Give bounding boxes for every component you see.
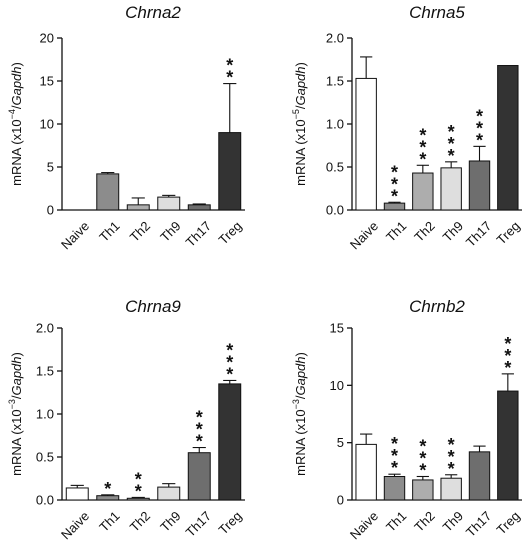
- y-tick-label: 2.0: [326, 31, 344, 46]
- bar-treg: [497, 65, 519, 211]
- bar-th2: [126, 204, 150, 211]
- x-tick-label: Treg: [215, 508, 244, 537]
- bar-th1: [96, 173, 120, 211]
- bar-treg: [218, 383, 242, 501]
- significance-marker: * *: [135, 469, 142, 501]
- y-tick-label: 5: [337, 435, 344, 450]
- y-tick-label: 0.5: [326, 160, 344, 175]
- bar-th9: [157, 196, 181, 211]
- y-tick-label: 0: [47, 203, 54, 218]
- x-tick-label: Th17: [183, 218, 215, 250]
- panel-title: Chrna2: [125, 3, 181, 22]
- x-tick-label: Th9: [157, 508, 183, 534]
- y-tick-label: 1.5: [36, 364, 54, 379]
- y-tick-label: 1.0: [36, 407, 54, 422]
- x-tick-label: Naive: [347, 218, 381, 252]
- significance-marker: * * *: [448, 122, 455, 166]
- y-tick-label: 15: [330, 321, 344, 336]
- significance-marker: * * *: [226, 340, 233, 384]
- y-tick-label: 0.0: [36, 493, 54, 508]
- bar-treg: [497, 390, 519, 501]
- bar-th9: [157, 486, 181, 501]
- chart-panel-chrna5: Chrna5 mRNA (x10−5/Gapdh) 0.0 0.5 1.0 1.5 2.0 N…: [291, 3, 522, 252]
- chart-panel-chrna9: Chrna9 mRNA (x10−3/Gapdh) 0.0 0.5 1.0 1.5 2.0 N…: [7, 297, 245, 542]
- x-tick-label: Th2: [411, 508, 437, 534]
- bar-th17: [468, 160, 491, 211]
- significance-marker: * * *: [391, 162, 398, 206]
- x-tick-label: Treg: [494, 508, 523, 537]
- bar-th1: [383, 475, 406, 501]
- y-tick-label: 0: [337, 493, 344, 508]
- x-tick-label: Th2: [411, 218, 437, 244]
- x-tick-label: Th17: [183, 508, 215, 540]
- x-tick-label: Th17: [463, 508, 495, 540]
- y-tick-label: 0.5: [36, 450, 54, 465]
- y-tick-label: 10: [40, 117, 54, 132]
- bar-naive: [355, 77, 377, 211]
- panel-title: Chrna9: [125, 297, 181, 316]
- significance-marker: * * *: [419, 125, 426, 169]
- bar-th9: [440, 167, 462, 211]
- x-tick-label: Naive: [347, 508, 381, 542]
- x-tick-label: Th2: [127, 218, 153, 244]
- significance-marker: * *: [226, 56, 233, 88]
- x-tick-label: Th1: [96, 508, 122, 534]
- significance-marker: * * *: [448, 435, 455, 479]
- significance-marker: * * *: [391, 434, 398, 478]
- x-tick-label: Th9: [157, 218, 183, 244]
- y-tick-label: 10: [330, 378, 344, 393]
- x-tick-label: Th1: [383, 508, 409, 534]
- x-tick-label: Treg: [215, 218, 244, 247]
- y-tick-label: 0.0: [326, 203, 344, 218]
- bar-th2: [412, 172, 434, 211]
- y-tick-label: 15: [40, 74, 54, 89]
- significance-marker: * * *: [476, 106, 483, 150]
- x-tick-label: Treg: [494, 218, 523, 247]
- x-tick-label: Th1: [96, 218, 122, 244]
- x-tick-label: Th9: [440, 508, 466, 534]
- bar-treg: [218, 132, 242, 211]
- bar-naive: [355, 443, 377, 501]
- bar-th17: [187, 204, 211, 211]
- chart-panel-chrnb2: Chrnb2 mRNA (x10−3/Gapdh) 0 5 10 15 Naive * * * Th…: [291, 297, 522, 542]
- significance-marker: * * *: [419, 436, 426, 480]
- bar-naive: [65, 487, 89, 501]
- bar-th2: [412, 479, 434, 501]
- bar-th17: [187, 452, 211, 501]
- significance-marker: * * *: [196, 408, 203, 452]
- y-tick-label: 1.0: [326, 117, 344, 132]
- y-tick-label: 5: [47, 160, 54, 175]
- y-axis-label: mRNA (x10−3/Gapdh): [291, 352, 308, 476]
- significance-marker: *: [104, 479, 111, 499]
- y-tick-label: 2.0: [36, 321, 54, 336]
- y-tick-label: 1.5: [326, 74, 344, 89]
- panel-title: Chrnb2: [409, 297, 465, 316]
- y-axis-label: mRNA (x10−3/Gapdh): [7, 352, 24, 476]
- x-tick-label: Th1: [383, 218, 409, 244]
- y-axis-label: mRNA (x10−4/Gapdh): [7, 62, 24, 186]
- y-axis-label: mRNA (x10−5/Gapdh): [291, 62, 308, 186]
- bar-th17: [468, 451, 491, 501]
- y-tick-label: 20: [40, 31, 54, 46]
- bar-th9: [440, 477, 462, 501]
- significance-marker: * * *: [504, 334, 511, 378]
- panel-title: Chrna5: [409, 3, 465, 22]
- x-tick-label: Naive: [58, 218, 92, 252]
- x-tick-label: Th2: [127, 508, 153, 534]
- x-tick-label: Th9: [440, 218, 466, 244]
- x-tick-label: Naive: [58, 508, 92, 542]
- x-tick-label: Th17: [463, 218, 495, 250]
